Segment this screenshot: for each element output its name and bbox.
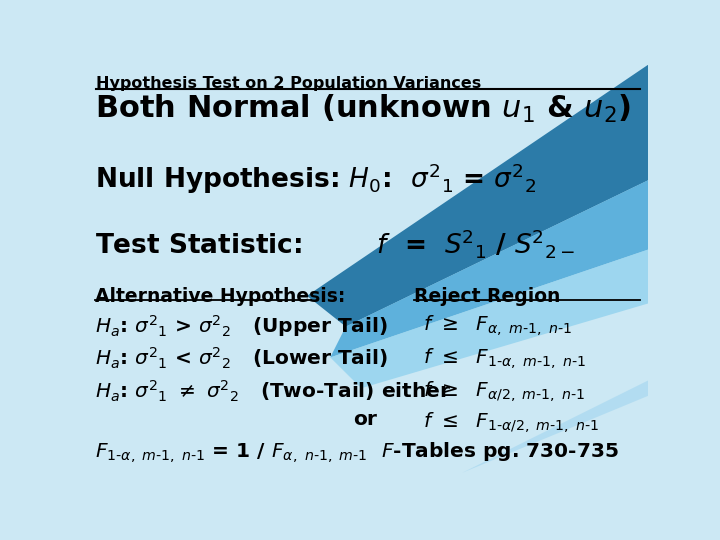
Text: Test Statistic:        $\mathbf{\it{f}}$  =  $\mathbf{\it{S}}^2{}_1$ / $\mathbf{: Test Statistic: $\mathbf{\it{f}}$ = $\ma… bbox=[94, 226, 575, 260]
Text: Alternative Hypothesis:: Alternative Hypothesis: bbox=[94, 287, 345, 306]
Text: Both Normal (unknown $\mathbf{\it{u}}_1$ & $\mathbf{\it{u}}_2$): Both Normal (unknown $\mathbf{\it{u}}_1$… bbox=[94, 93, 631, 125]
Text: Hypothesis Test on 2 Population Variances: Hypothesis Test on 2 Population Variance… bbox=[96, 76, 482, 91]
Text: Null Hypothesis: $\mathbf{\it{H}}_0$:  $\sigma^2{}_1$ = $\sigma^2{}_2$: Null Hypothesis: $\mathbf{\it{H}}_0$: $\… bbox=[94, 161, 536, 195]
Polygon shape bbox=[330, 249, 648, 388]
Text: $\mathbf{\it{f}}$ $\leq$  $\mathbf{\it{F}}_{1\text{-}\alpha,\ \mathit{m\text{-}1: $\mathbf{\it{f}}$ $\leq$ $\mathbf{\it{F}… bbox=[423, 346, 586, 371]
Text: $\mathbf{\it{H}}_a$: $\sigma^2{}_1$ > $\sigma^2{}_2$   (Upper Tail): $\mathbf{\it{H}}_a$: $\sigma^2{}_1$ > $\… bbox=[94, 313, 387, 339]
Text: $\mathbf{\it{H}}_a$: $\sigma^2{}_1$ $\neq$ $\sigma^2{}_2$   (Two-Tail) either: $\mathbf{\it{H}}_a$: $\sigma^2{}_1$ $\ne… bbox=[94, 379, 451, 404]
Text: or: or bbox=[354, 410, 377, 429]
Polygon shape bbox=[330, 180, 648, 357]
Text: $\mathbf{\it{f}}$ $\geq$  $\mathbf{\it{F}}_{\alpha/2,\ \mathit{m\text{-}1,\ n\te: $\mathbf{\it{f}}$ $\geq$ $\mathbf{\it{F}… bbox=[423, 379, 585, 404]
Text: $\mathbf{\it{F}}_{1\text{-}\alpha,\ m\text{-}1,\ n\text{-}1}$ = 1 / $\mathbf{\it: $\mathbf{\it{F}}_{1\text{-}\alpha,\ m\te… bbox=[94, 441, 618, 465]
Text: $\mathbf{\it{f}}$ $\leq$  $\mathbf{\it{F}}_{1\text{-}\alpha/2,\ \mathit{m\text{-: $\mathbf{\it{f}}$ $\leq$ $\mathbf{\it{F}… bbox=[423, 410, 599, 435]
Text: Reject Region: Reject Region bbox=[414, 287, 560, 306]
Polygon shape bbox=[307, 65, 648, 327]
Text: $\mathbf{\it{H}}_a$: $\sigma^2{}_1$ < $\sigma^2{}_2$   (Lower Tail): $\mathbf{\it{H}}_a$: $\sigma^2{}_1$ < $\… bbox=[94, 346, 387, 371]
Text: $\mathbf{\it{f}}$ $\geq$  $\mathbf{\it{F}}_{\alpha,\ \mathit{m\text{-}1,\ n\text: $\mathbf{\it{f}}$ $\geq$ $\mathbf{\it{F}… bbox=[423, 313, 572, 338]
Polygon shape bbox=[462, 381, 648, 473]
